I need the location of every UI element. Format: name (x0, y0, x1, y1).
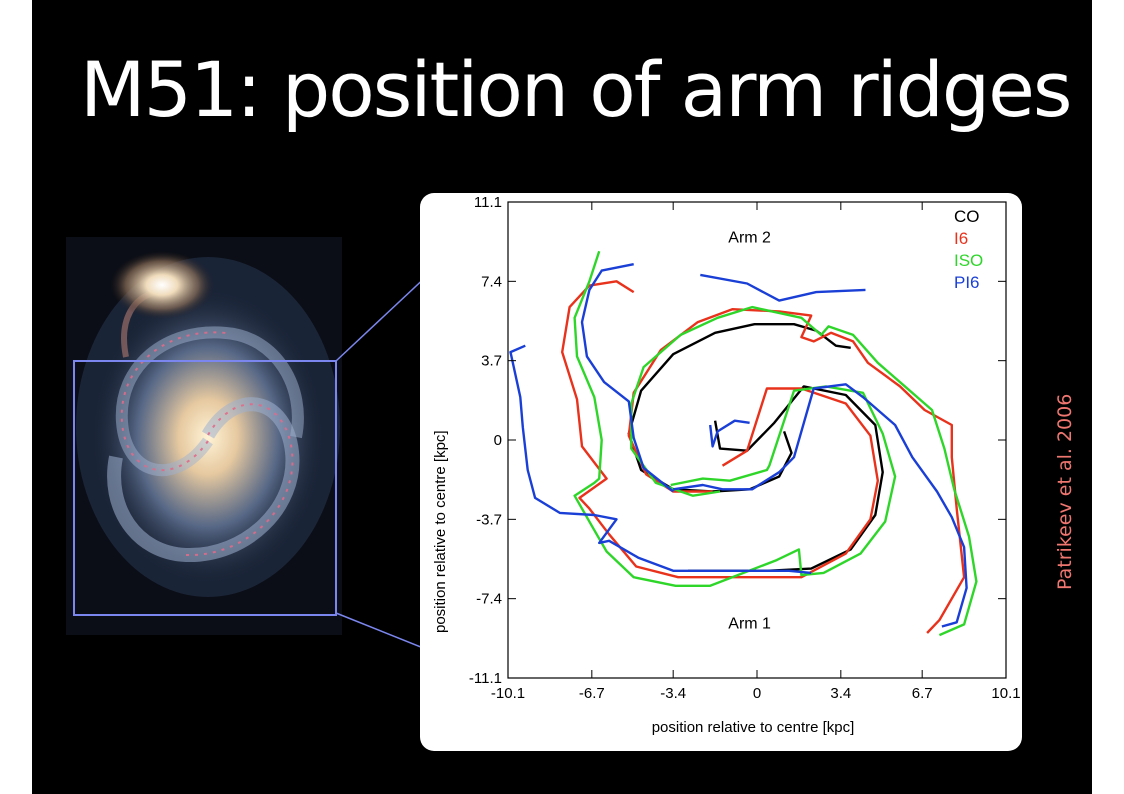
y-tick-label: -7.4 (476, 591, 502, 608)
x-tick-label: -3.4 (660, 685, 686, 702)
legend-entry-co: CO (954, 207, 980, 226)
series-line-pi6-3 (673, 383, 968, 628)
x-tick-label: -10.1 (491, 685, 525, 702)
series-line-i6-1 (560, 280, 879, 579)
legend-entry-pi6: PI6 (954, 273, 980, 292)
galaxy-photo-icon (66, 237, 342, 635)
x-tick-label: 3.4 (830, 685, 851, 702)
legend-entry-i6: I6 (954, 229, 968, 248)
y-tick-label: -3.7 (476, 511, 502, 528)
series-line-pi6-4 (509, 344, 812, 575)
x-tick-label: 10.1 (991, 685, 1020, 702)
series-line-pi6-2 (709, 419, 750, 448)
citation-credit: Patrikeev et al. 2006 (1054, 393, 1076, 590)
axes: -10.1 -6.7 -3.4 0 3.4 6.7 10.1 11.1 7.4 3.7 0 -3.7 -… (469, 194, 1021, 702)
y-tick-label: 3.7 (481, 353, 502, 370)
series-line-pi6-0 (580, 263, 674, 493)
slide: M51: position of arm ridges (32, 0, 1092, 794)
x-axis-label: position relative to centre [kpc] (652, 719, 855, 736)
y-tick-label: 7.4 (481, 273, 502, 290)
x-tick-label: 6.7 (912, 685, 933, 702)
y-tick-label: -11.1 (469, 670, 502, 687)
slide-title: M51: position of arm ridges (80, 45, 1073, 134)
arm-ridges-chart: position relative to centre [kpc] positi… (432, 194, 1021, 736)
x-tick-label: 0 (753, 685, 761, 702)
series-co (627, 322, 884, 572)
legend-entry-iso: ISO (954, 251, 983, 270)
y-tick-label: 0 (494, 432, 502, 449)
x-tick-label: -6.7 (579, 685, 605, 702)
annotation-arm-2: Arm 2 (728, 230, 771, 247)
chart-panel: position relative to centre [kpc] positi… (420, 193, 1022, 751)
y-axis-label: position relative to centre [kpc] (432, 430, 449, 633)
arm-annotations: Arm 2 Arm 1 (728, 230, 771, 633)
series-group (509, 250, 978, 637)
legend: CO I6 ISO PI6 (954, 207, 983, 292)
series-pi6 (509, 263, 968, 628)
series-line-i6-0 (627, 307, 966, 634)
series-i6 (560, 280, 966, 634)
series-line-iso-1 (573, 250, 897, 587)
y-tick-label: 11.1 (474, 194, 502, 211)
series-line-pi6-1 (700, 273, 866, 302)
annotation-arm-1: Arm 1 (728, 616, 771, 633)
